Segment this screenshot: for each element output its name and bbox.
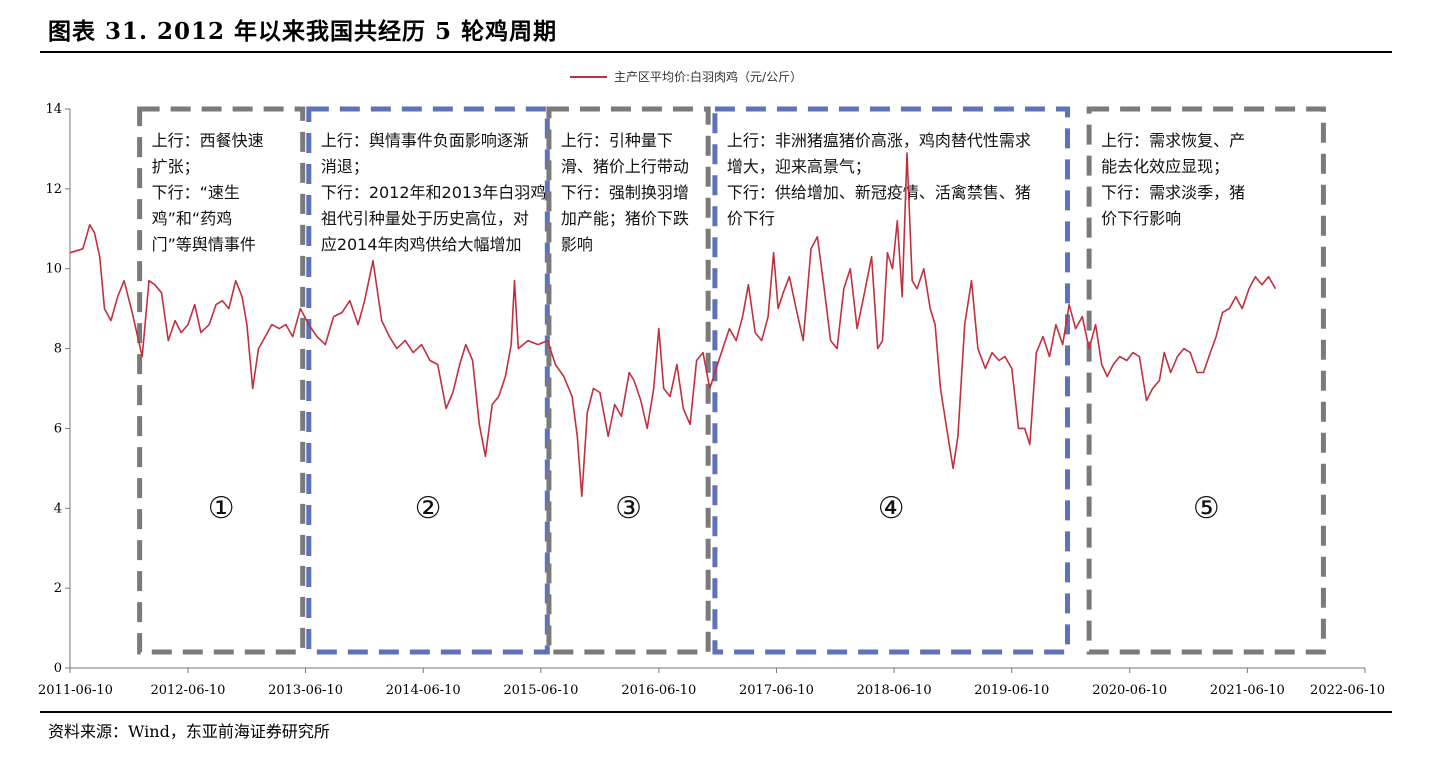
x-tick-label: 2012-06-10 [150,683,225,698]
x-tick-label: 2018-06-10 [857,683,932,698]
period-note-1: 扩张； [152,157,200,176]
period-marker-4: ④ [878,491,905,526]
period-note-1: 上行：西餐快速 [152,131,264,150]
period-note-4: 下行：供给增加、新冠疫情、活禽禁售、猪 [727,183,1031,202]
period-note-4: 增大，迎来高景气； [727,157,871,176]
series-layer [69,152,1277,498]
bottom-rule [40,711,1392,713]
period-marker-2: ② [415,491,442,526]
period-note-3: 上行：引种量下 [561,131,673,150]
period-note-1: 鸡”和“药鸡 [152,209,233,228]
period-marker-1: ① [208,491,235,526]
period-note-2: 应2014年肉鸡供给大幅增加 [321,235,522,254]
legend-label: 主产区平均价:白羽肉鸡（元/公斤） [614,69,802,84]
y-tick-label: 2 [54,581,62,596]
y-tick-label: 12 [45,182,62,197]
chart-axes: 0 2 4 6 8 10 12 14 2011-06-10 2012-06-10 2013-06-1… [38,102,1385,698]
x-tick-label: 2017-06-10 [739,683,814,698]
chart-title: 图表 31. 2012 年以来我国共经历 5 轮鸡周期 [48,18,558,45]
y-tick-label: 6 [54,421,62,436]
period-note-2: 下行：2012年和2013年白羽鸡 [321,183,546,202]
period-note-1: 下行：“速生 [152,183,240,202]
period-note-5: 能去化效应显现； [1101,157,1229,176]
x-tick-label: 2015-06-10 [503,683,578,698]
y-tick-label: 8 [54,342,62,357]
period-note-2: 祖代引种量处于历史高位，对 [321,209,529,228]
y-tick-label: 14 [45,102,62,117]
period-note-3: 影响 [561,235,593,254]
period-note-2: 上行：舆情事件负面影响逐渐 [321,131,529,150]
x-tick-label: 2021-06-10 [1210,683,1285,698]
period-note-3: 加产能；猪价下跌 [561,209,689,228]
x-tick-label: 2016-06-10 [621,683,696,698]
period-note-2: 消退； [321,157,369,176]
top-rule [40,51,1392,53]
x-tick-label: 2013-06-10 [268,683,343,698]
period-note-5: 价下行影响 [1101,209,1181,228]
period-note-4: 价下行 [727,209,775,228]
period-box-1 [137,106,306,655]
period-note-4: 上行：非洲猪瘟猪价高涨，鸡肉替代性需求 [727,131,1031,150]
period-note-5: 下行：需求淡季，猪 [1101,183,1245,202]
series-line-0 [69,152,1277,498]
source-note: 资料来源：Wind，东亚前海证券研究所 [48,722,330,741]
x-tick-label: 2019-06-10 [974,683,1049,698]
chart-legend: 主产区平均价:白羽肉鸡（元/公斤） [570,69,802,84]
y-tick-label: 10 [45,262,62,277]
period-box-4 [712,106,1071,655]
period-box-5 [1086,106,1326,655]
period-note-3: 下行：强制换羽增 [561,183,689,202]
period-marker-5: ⑤ [1193,491,1220,526]
x-tick-label: 2022-06-10 [1310,683,1385,698]
period-box-3 [546,106,711,655]
x-tick-label: 2011-06-10 [38,683,113,698]
x-tick-label: 2014-06-10 [386,683,461,698]
y-tick-label: 0 [54,661,62,676]
y-tick-label: 4 [54,501,62,516]
period-note-3: 滑、猪价上行带动 [561,157,689,176]
x-tick-label: 2020-06-10 [1092,683,1167,698]
period-marker-3: ③ [615,491,642,526]
period-note-5: 上行：需求恢复、产 [1101,131,1245,150]
period-note-1: 门”等舆情事件 [152,235,256,254]
